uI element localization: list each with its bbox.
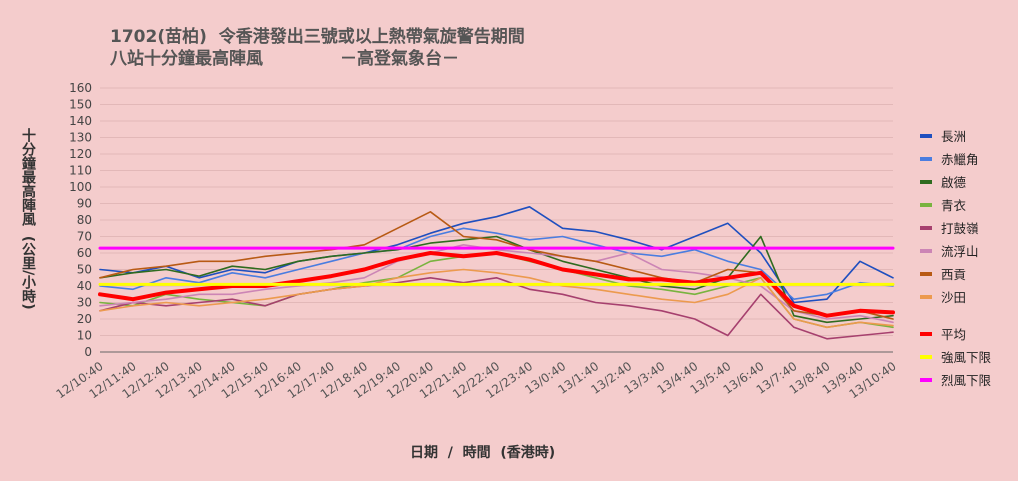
series-line	[99, 227, 894, 301]
x-axis-label: 日期 / 時間 (香港時)	[410, 445, 556, 461]
y-tick-label: 110	[69, 164, 92, 178]
y-tick-label: 160	[69, 81, 92, 95]
y-tick-label: 30	[77, 296, 92, 310]
y-tick-label: 130	[69, 131, 92, 145]
y-tick-label: 0	[84, 345, 92, 359]
y-tick-label: 80	[77, 213, 92, 227]
legend-label: 打鼓嶺	[941, 221, 979, 236]
legend-swatch	[920, 248, 932, 253]
y-tick-label: 140	[69, 114, 92, 128]
legend-swatch	[920, 377, 932, 382]
legend-item: 烈風下限	[920, 368, 991, 391]
legend-swatch	[920, 179, 932, 184]
legend-item: 打鼓嶺	[920, 216, 991, 239]
legend-swatch	[920, 294, 932, 299]
legend-label: 啟德	[941, 175, 967, 190]
y-tick-label: 120	[69, 147, 92, 161]
legend-item: 西貢	[920, 262, 991, 285]
legend-item: 長洲	[920, 124, 991, 147]
legend-label: 沙田	[941, 290, 967, 305]
legend-swatch	[920, 271, 932, 276]
legend-swatch	[920, 331, 932, 336]
series-line	[99, 268, 894, 329]
legend-item: 流浮山	[920, 239, 991, 262]
y-tick-label: 90	[77, 197, 92, 211]
legend-label: 長洲	[941, 129, 967, 144]
legend-swatch	[920, 202, 932, 207]
series-line	[99, 252, 894, 329]
legend-item: 青衣	[920, 193, 991, 216]
series-line	[99, 235, 894, 324]
legend-item: 啟德	[920, 170, 991, 193]
y-tick-label: 20	[77, 312, 92, 326]
y-tick-label: 150	[69, 98, 92, 112]
legend-item: 赤鱲角	[920, 147, 991, 170]
chart-title-line-2: 八站十分鐘最高陣風 －高登氣象台－	[110, 49, 459, 69]
y-tick-label: 100	[69, 180, 92, 194]
legend-label: 流浮山	[941, 244, 979, 259]
series-line	[99, 276, 894, 340]
series-line	[98, 251, 895, 318]
legend: 長洲赤鱲角啟德青衣打鼓嶺流浮山西貢沙田平均強風下限烈風下限	[920, 124, 991, 391]
legend-swatch	[920, 225, 932, 230]
legend-swatch	[920, 354, 932, 359]
legend-swatch	[920, 133, 932, 138]
chart-title-line-1: 1702(苗柏) 令香港發出三號或以上熱帶氣旋警告期間	[110, 27, 525, 47]
legend-item: 平均	[920, 322, 991, 345]
series-line	[99, 206, 894, 304]
y-tick-label: 10	[77, 329, 92, 343]
legend-item: 強風下限	[920, 345, 991, 368]
legend-label: 平均	[941, 327, 967, 342]
y-axis-label: 十分鐘最高陣風 (公里/小時)	[20, 128, 36, 310]
y-tick-label: 40	[77, 279, 92, 293]
series-line	[99, 244, 894, 324]
legend-swatch	[920, 156, 932, 161]
legend-label: 西貢	[941, 267, 967, 282]
legend-label: 青衣	[941, 198, 967, 213]
y-tick-label: 60	[77, 246, 92, 260]
legend-item: 沙田	[920, 285, 991, 308]
legend-label: 烈風下限	[941, 373, 992, 388]
legend-label: 強風下限	[941, 350, 992, 365]
y-tick-label: 70	[77, 230, 92, 244]
legend-label: 赤鱲角	[941, 152, 979, 167]
y-tick-label: 50	[77, 263, 92, 277]
